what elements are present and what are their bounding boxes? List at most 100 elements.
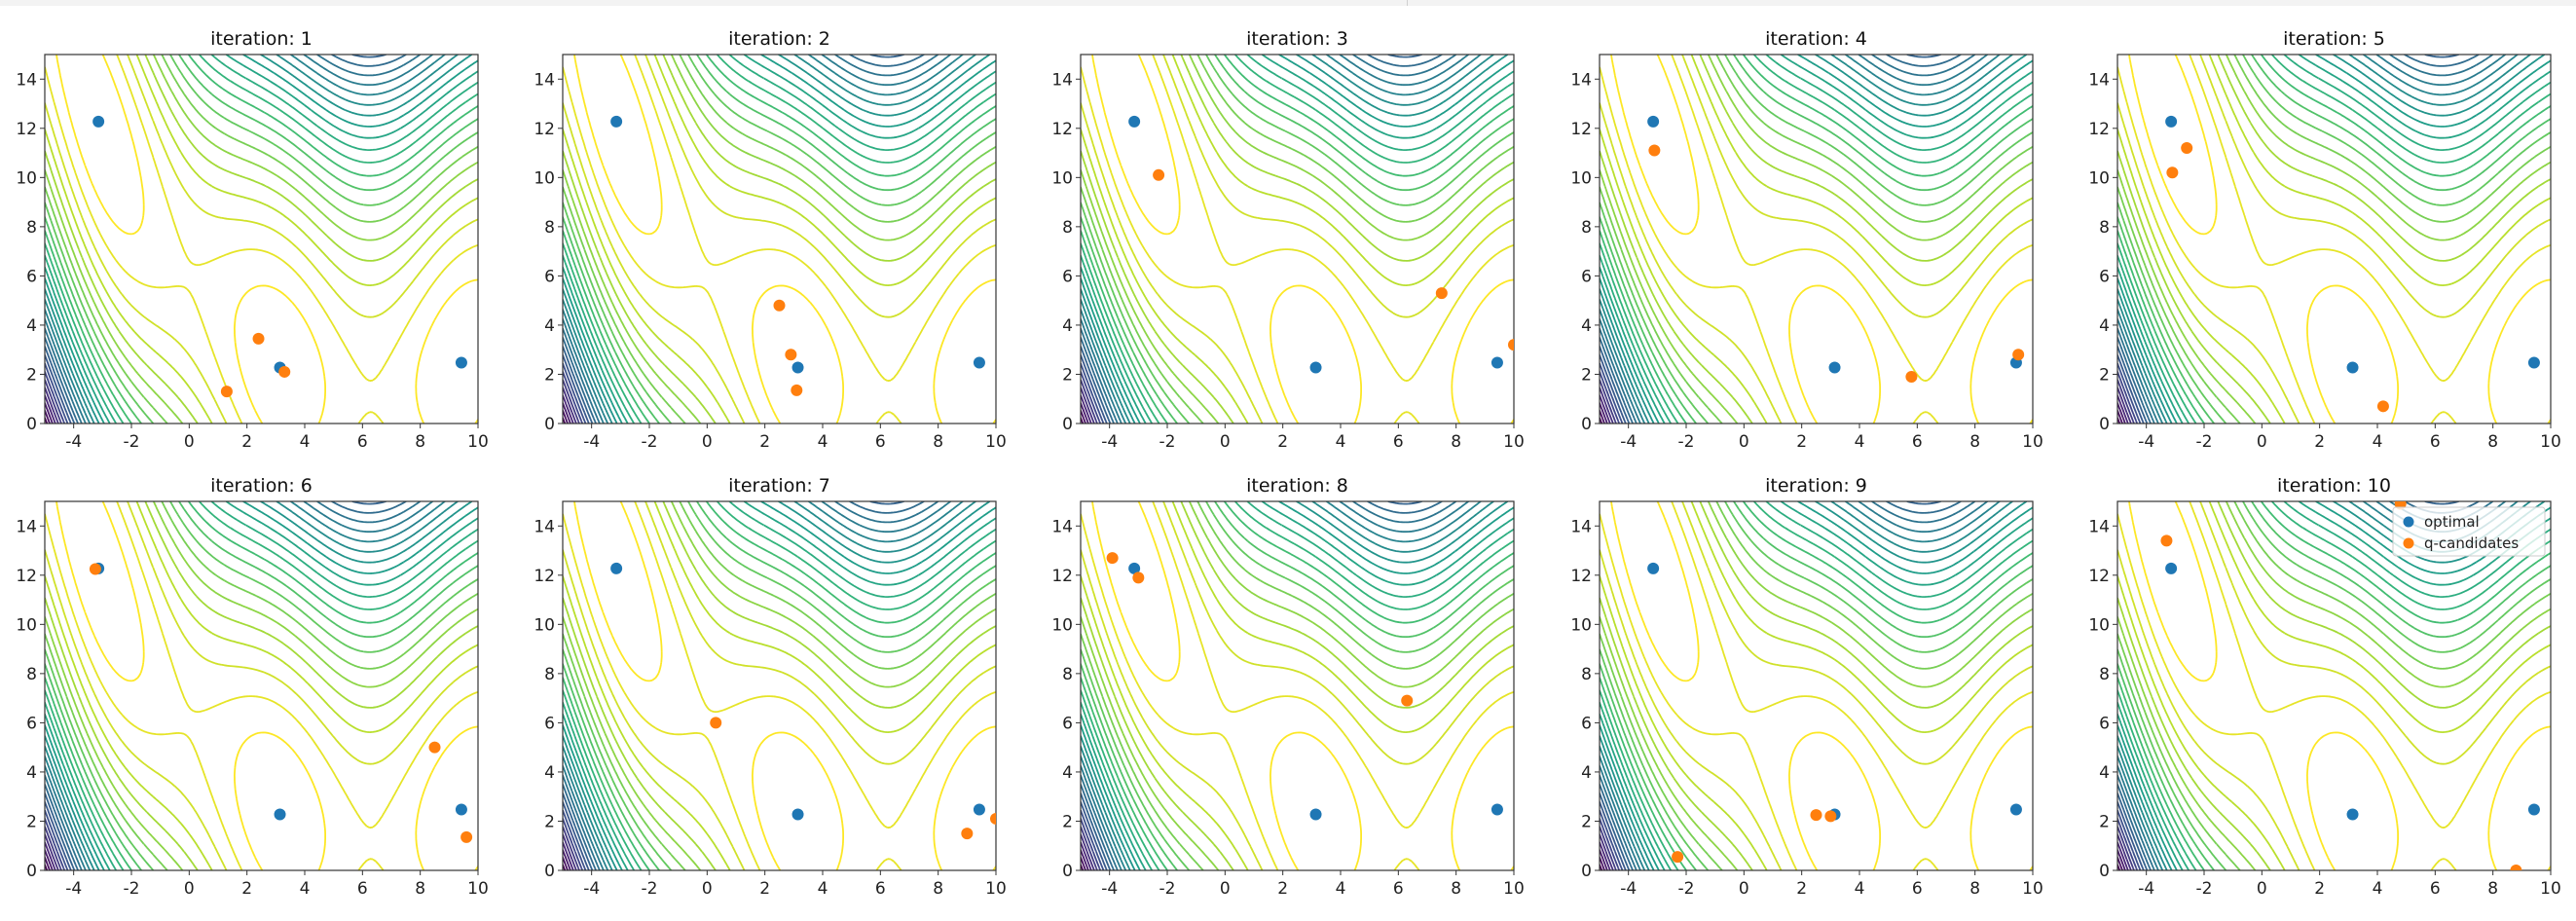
x-tick-label: 4	[1855, 879, 1865, 899]
contour-line-level-160	[1081, 55, 1494, 424]
contour-line-level-120	[1081, 55, 1514, 424]
optimal-point	[2346, 361, 2359, 374]
contour-line-level-220	[1600, 801, 1627, 870]
contour-line-level-20	[1600, 501, 2033, 870]
contour-line-level-50	[45, 501, 478, 870]
optimal-point	[92, 115, 105, 128]
contour-line-level-230	[45, 809, 69, 870]
contour-line-level-80	[2117, 55, 2551, 424]
y-tick-label: 10	[16, 615, 37, 635]
x-tick-label: -4	[65, 879, 82, 899]
contour-line-level-160	[2117, 55, 2531, 424]
contour-line-level-10	[2128, 55, 2551, 424]
contour-line-level-80	[1600, 501, 2033, 870]
contour-group	[563, 501, 996, 870]
contour-line-level-40	[2117, 55, 2551, 424]
contour-line-level-60	[563, 501, 996, 870]
contour-line-level-190	[45, 55, 422, 424]
contour-line-level-70	[563, 55, 996, 424]
contour-line-level-40	[1600, 55, 2033, 424]
contour-line-level-170	[563, 55, 964, 424]
x-tick-label: 2	[241, 879, 252, 899]
y-tick-label: 2	[544, 365, 555, 385]
x-tick-label: 4	[2373, 879, 2383, 899]
y-tick-label: 8	[544, 218, 555, 238]
q-candidate-point	[785, 349, 797, 361]
contour-line-level-120	[1081, 501, 1514, 870]
x-tick-label: 6	[357, 879, 368, 899]
contour-line-level-220	[1081, 801, 1108, 870]
contour-line-level-40	[1600, 501, 2033, 870]
x-tick-label: 10	[1503, 879, 1525, 899]
contour-line-level-240	[2117, 371, 2139, 424]
contour-line-level-230	[563, 809, 587, 870]
contour-line-level-280	[45, 849, 54, 870]
contour-line-level-240	[1081, 371, 1102, 424]
y-tick-label: 4	[26, 763, 37, 783]
q-candidate-point	[2012, 349, 2025, 361]
subplot-iteration-4: -4 -2 0 2 4 6 8 10 0 2 4 6 8 10 12 14 iteration: 4	[1570, 28, 2042, 452]
q-candidate-point	[1435, 287, 1448, 300]
contour-line-level-240	[1600, 371, 1621, 424]
y-tick-label: 10	[2088, 168, 2110, 188]
contour-line-level-140	[45, 501, 478, 870]
scatter-group	[2160, 501, 2540, 870]
optimal-point	[1128, 562, 1141, 574]
contour-line-level-270	[2117, 394, 2129, 424]
scatter-group	[1647, 562, 2022, 864]
contour-group	[2117, 501, 2551, 870]
y-tick-label: 8	[1062, 665, 1073, 684]
x-tick-label: 0	[1220, 879, 1231, 899]
contour-line-level-20	[45, 55, 478, 424]
contour-line-level-160	[563, 501, 976, 870]
axes-frame	[1080, 54, 1515, 424]
scatter-group	[2165, 115, 2540, 413]
optimal-point	[2165, 562, 2178, 574]
contour-line-level-210	[45, 55, 386, 424]
contour-line-level-190	[563, 55, 939, 424]
contour-line-level-80	[2117, 501, 2551, 870]
axes-frame	[1599, 54, 2034, 424]
subplot-iteration-6: -4 -2 0 2 4 6 8 10 0 2 4 6 8 10 12 14 iteration: 6	[16, 475, 488, 899]
x-tick-label: 6	[2430, 432, 2441, 452]
contour-line-level-260	[45, 387, 59, 424]
x-tick-label: 2	[759, 879, 770, 899]
contour-line-level-250	[45, 826, 62, 870]
y-tick-label: 10	[534, 615, 555, 635]
contour-line-level-290	[45, 410, 51, 424]
x-tick-label: 6	[1393, 879, 1404, 899]
contour-line-level-150	[1081, 501, 1509, 870]
contour-line-level-160	[45, 55, 459, 424]
contour-group	[563, 55, 996, 424]
contour-line-level-130	[563, 55, 996, 424]
contour-group	[1600, 501, 2033, 870]
x-tick-label: -2	[2196, 879, 2213, 899]
contour-line-level-60	[1600, 501, 2033, 870]
contour-line-level-90	[2117, 501, 2551, 870]
x-tick-label: -2	[1678, 432, 1695, 452]
contour-line-level-70	[2117, 55, 2551, 424]
contour-line-level-270	[1600, 394, 1611, 424]
axes-frame	[562, 500, 997, 871]
subplot-iteration-9: -4 -2 0 2 4 6 8 10 0 2 4 6 8 10 12 14 iteration: 9	[1570, 475, 2042, 899]
x-tick-label: 10	[2022, 432, 2043, 452]
y-tick-label: 12	[2088, 120, 2110, 139]
contour-line-level-110	[1600, 501, 2033, 870]
x-tick-label: 8	[415, 432, 425, 452]
q-candidate-point	[1905, 370, 1918, 383]
optimal-point	[1490, 803, 1503, 816]
optimal-point	[2527, 803, 2540, 816]
x-tick-label: 0	[1739, 879, 1749, 899]
contour-line-level-30	[45, 55, 478, 424]
axes-frame	[562, 54, 997, 424]
contour-line-level-110	[45, 501, 478, 870]
contour-line-level-10	[573, 55, 996, 424]
y-tick-label: 2	[1062, 365, 1073, 385]
contour-line-level-270	[2117, 841, 2129, 870]
contour-line-level-220	[45, 801, 72, 870]
scatter-group	[1647, 115, 2025, 383]
contour-line-level-230	[1600, 362, 1624, 424]
contour-line-level-120	[45, 501, 478, 870]
q-candidate-point	[220, 386, 233, 398]
